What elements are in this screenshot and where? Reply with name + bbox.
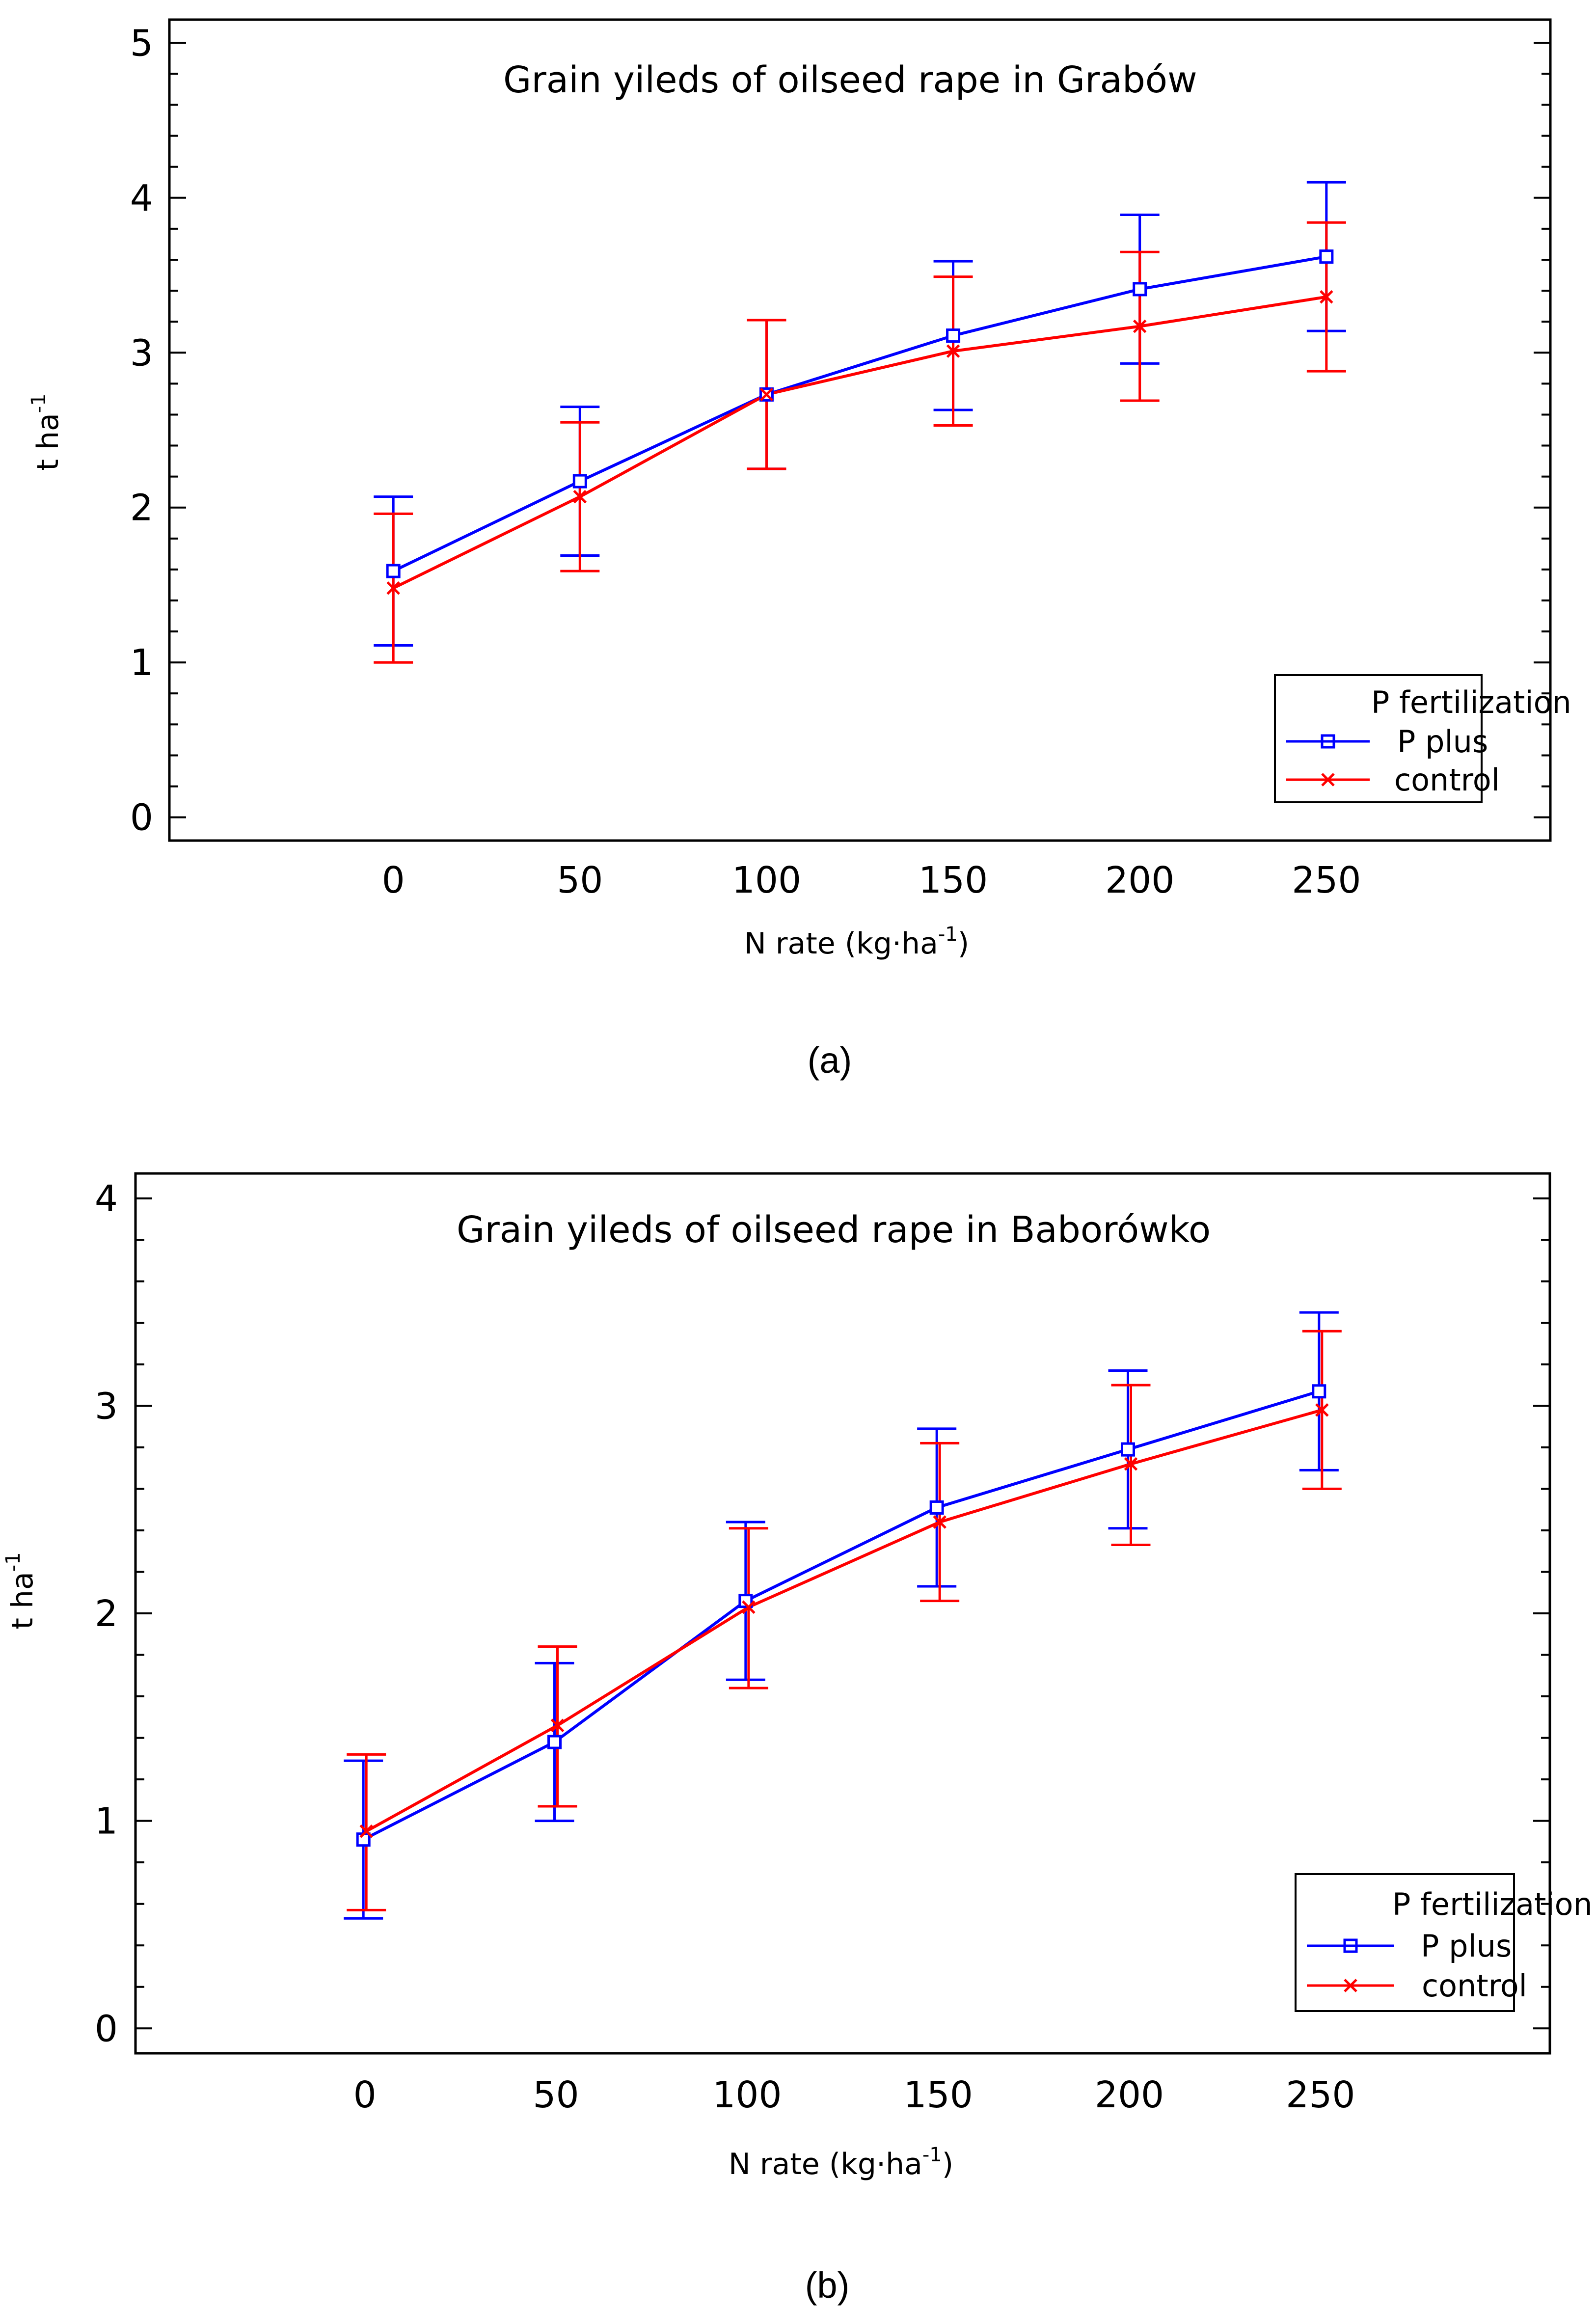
chart-title: Grain yileds of oilseed rape in Grabów [503,59,1197,101]
y-tick-label: 0 [95,2008,118,2050]
x-tick-label: 100 [712,2074,782,2116]
legend-marker-x [1321,773,1335,787]
y-tick-labels: 0 1 2 3 4 5 [130,22,153,839]
data-point-square [1133,282,1147,297]
x-tick-label: 200 [1095,2074,1164,2116]
y-axis-label: t ha-1 [2,1552,40,1629]
legend-label-control: control [1422,1968,1527,2004]
y-tick-label: 5 [130,22,153,64]
chart-title: Grain yileds of oilseed rape in Baborówk… [457,1209,1211,1251]
data-point-x [550,1718,565,1732]
legend-label-p-plus: P plus [1397,724,1488,760]
y-tick-label: 4 [95,1178,118,1220]
x-tick-label: 50 [533,2074,579,2116]
legend-label-control: control [1394,762,1500,798]
data-point-square [572,474,587,489]
panel-label-b: (b) [805,2265,849,2306]
y-tick-label: 1 [95,1800,118,1843]
x-tick-label: 150 [919,859,988,901]
data-point-x [1124,1457,1138,1471]
data-point-square [1319,249,1334,264]
data-point-square [1312,1384,1326,1399]
series-line-p-plus [362,1389,1320,1841]
x-tick-label: 250 [1292,859,1361,901]
x-tick-labels: 0 50 100 150 200 250 [353,2074,1355,2116]
y-tick-label: 4 [130,177,153,219]
x-tick-label: 200 [1105,859,1174,901]
x-tick-label: 0 [382,859,405,901]
x-axis-label: N rate (kg·ha-1) [744,923,969,961]
data-point-x [1133,319,1147,333]
data-series [344,1311,1342,1920]
series-line-control [365,1408,1323,1833]
data-point-x [1320,290,1333,304]
series-line-control [392,295,1327,590]
legend-title: P fertilization [1371,684,1571,720]
legend: P fertilization P plus control [1274,674,1571,803]
axis-ticks [169,42,1550,818]
legend-marker-x [1344,1979,1357,1992]
y-tick-label: 2 [95,1593,118,1635]
series-line-p-plus [392,255,1327,572]
y-axis-label: t ha-1 [27,393,65,470]
y-tick-label: 0 [130,797,153,839]
y-tick-label: 3 [130,332,153,374]
chart-panel-b: 0 1 2 3 4 0 50 100 150 200 250 Grain yileds of oi… [2,1172,1593,2306]
x-tick-label: 0 [353,2074,377,2116]
legend-title: P fertilization [1392,1886,1593,1922]
legend: P fertilization P plus control [1295,1873,1593,2012]
legend-marker-square [1321,734,1335,749]
chart-panel-a: 0 1 2 3 4 5 0 50 100 150 200 250 Grain yileds of o… [27,18,1571,1081]
x-tick-label: 150 [904,2074,973,2116]
x-tick-labels: 0 50 100 150 200 250 [382,859,1361,901]
data-point-x [359,1824,373,1838]
data-point-square [1120,1442,1135,1457]
data-point-x [742,1600,756,1614]
panel-label-a: (a) [808,1040,852,1081]
y-tick-label: 2 [130,487,153,529]
data-series [374,181,1346,664]
x-tick-label: 100 [732,859,801,901]
data-point-square [929,1500,944,1515]
data-point-square [386,564,401,578]
y-tick-label: 3 [95,1385,118,1427]
y-tick-label: 1 [130,642,153,684]
legend-marker-square [1343,1938,1358,1953]
y-tick-labels: 0 1 2 3 4 [95,1178,118,2050]
data-point-x [1315,1403,1329,1417]
legend-box [1295,1873,1515,2012]
data-point-x [759,387,774,402]
x-tick-label: 50 [557,859,603,901]
data-point-x [386,581,400,595]
axis-ticks [135,1197,1550,2030]
data-point-x [933,1515,947,1529]
data-point-x [946,344,960,358]
legend-label-p-plus: P plus [1421,1928,1512,1964]
data-point-square [547,1735,562,1749]
legend-box [1274,674,1483,803]
x-tick-label: 250 [1286,2074,1355,2116]
data-point-square [946,328,961,343]
data-point-x [573,490,587,504]
x-axis-label: N rate (kg·ha-1) [729,2144,953,2181]
